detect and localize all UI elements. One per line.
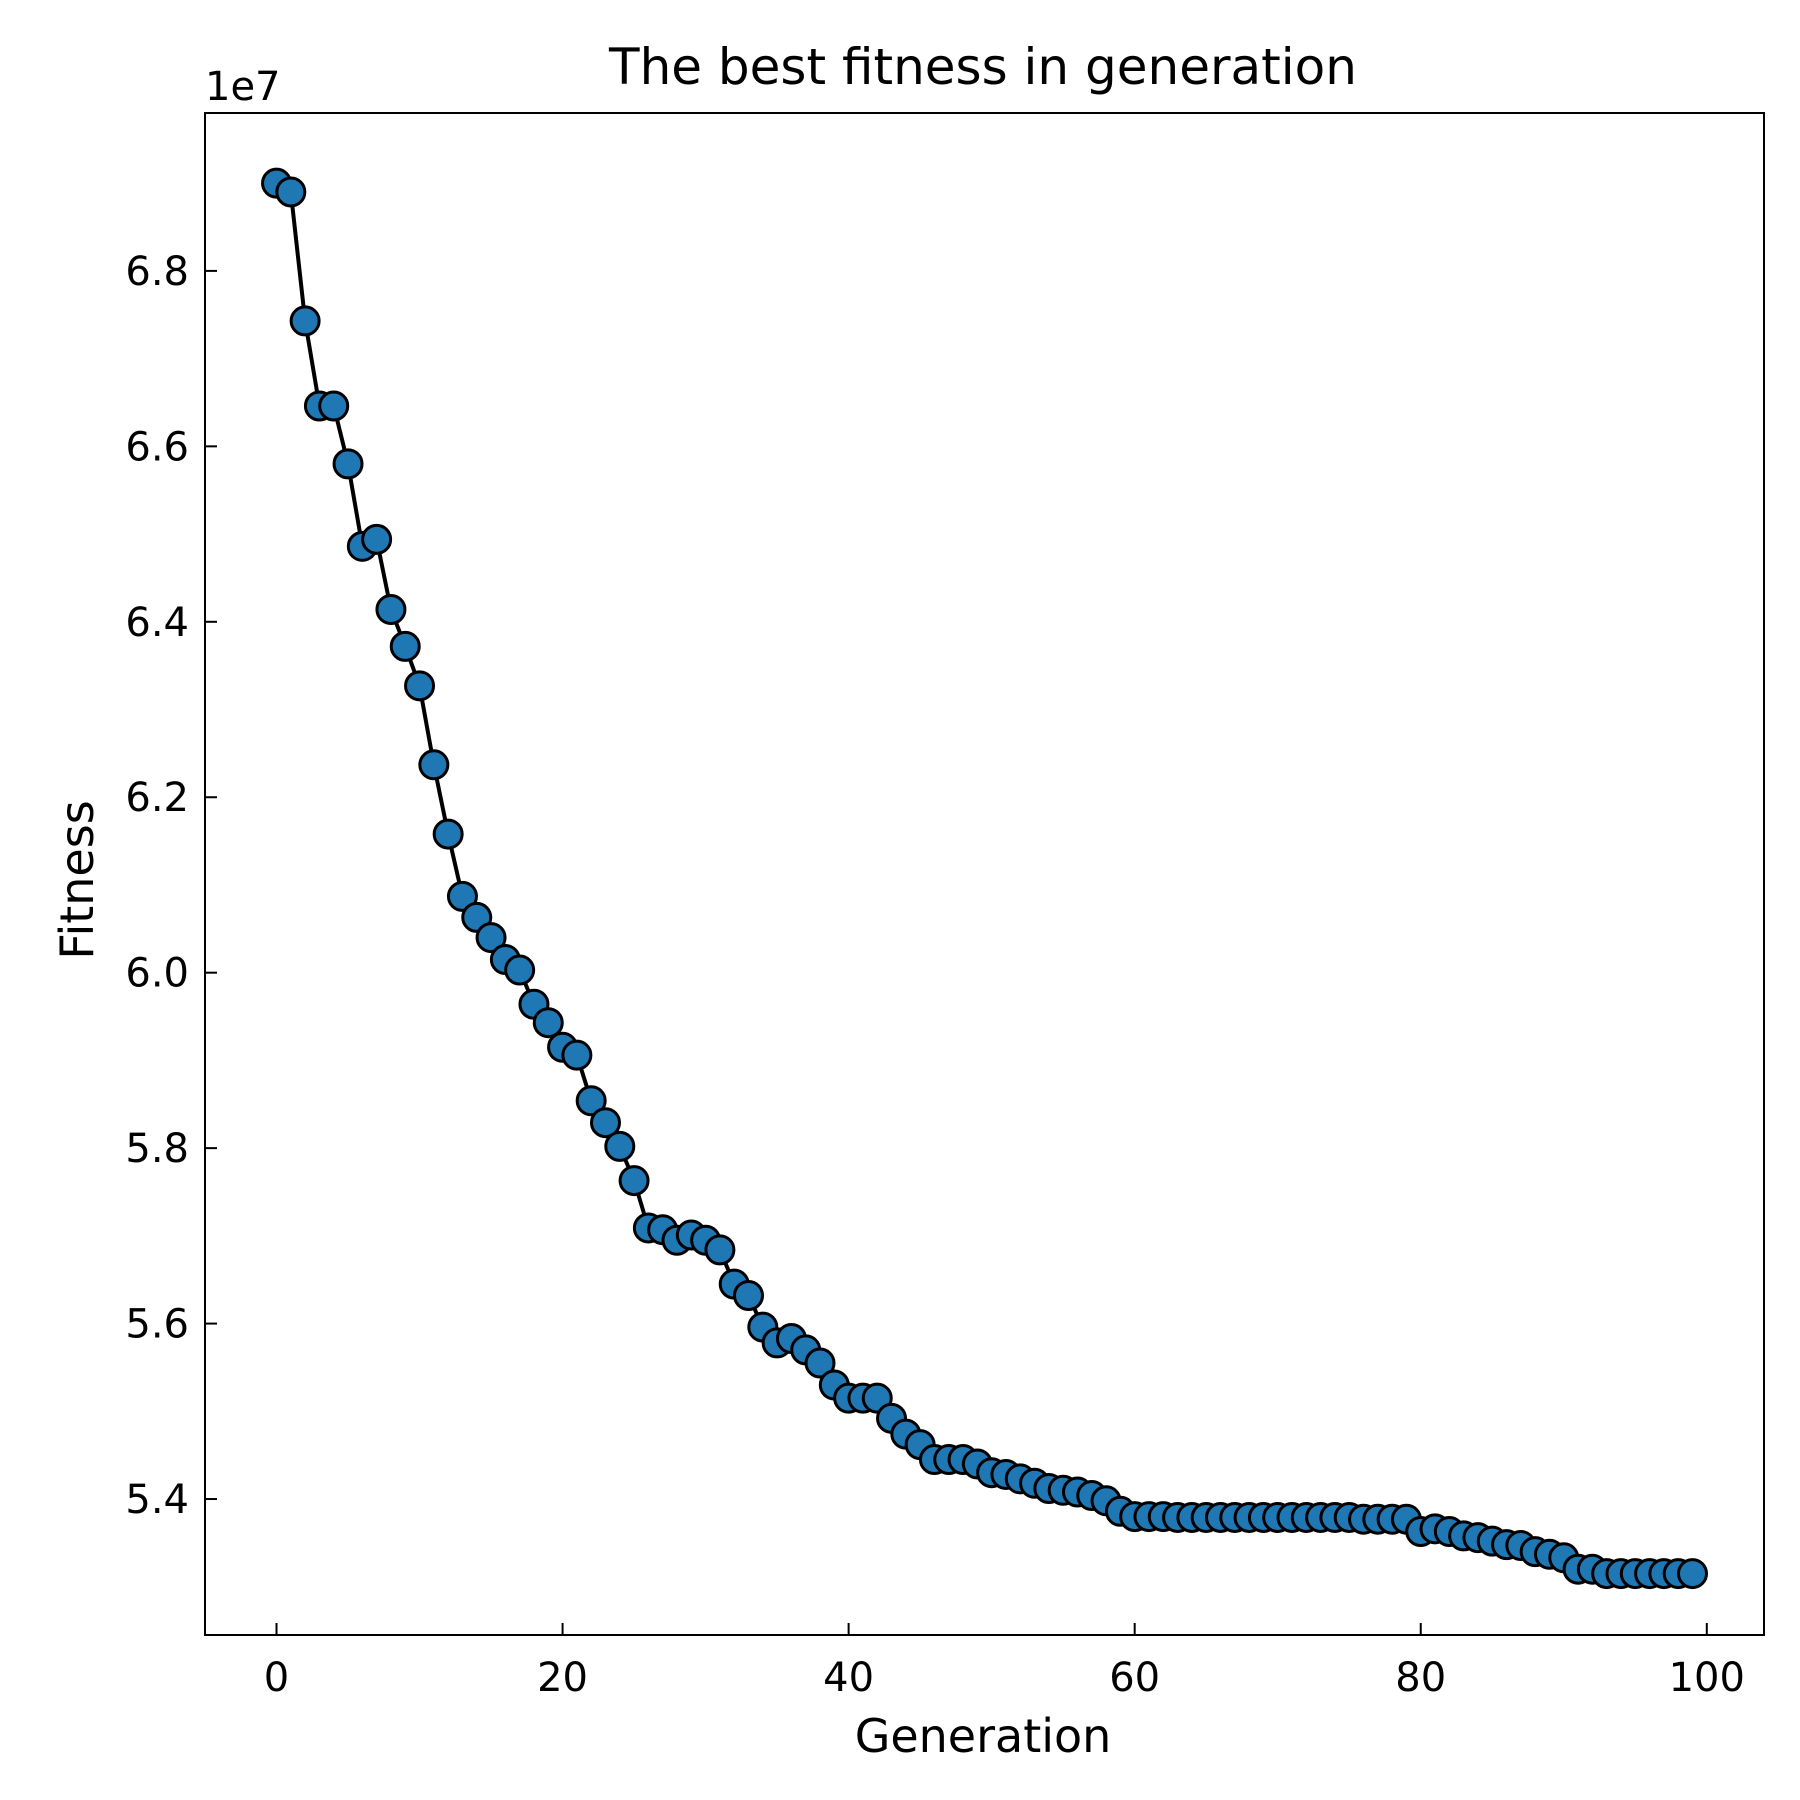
data-point xyxy=(704,1234,736,1266)
data-point xyxy=(532,1007,564,1039)
data-point xyxy=(733,1280,764,1312)
x-tick-label: 100 xyxy=(1669,1655,1745,1701)
data-point xyxy=(618,1165,650,1197)
chart-title: The best fitness in generation xyxy=(608,38,1357,96)
x-tick-label: 40 xyxy=(823,1655,874,1701)
data-point xyxy=(332,448,364,480)
y-tick-label: 5.6 xyxy=(125,1302,189,1348)
data-point xyxy=(575,1085,607,1117)
plot-area: 0 20 40 60 80 100 5.4 5.6 5.8 6.0 6.2 6.4 6.6 6.8 xyxy=(125,112,1765,1701)
data-point xyxy=(361,523,393,555)
data-point xyxy=(475,922,507,954)
x-axis-label: Generation xyxy=(855,1709,1112,1763)
data-point xyxy=(432,818,464,850)
data-point xyxy=(318,390,350,422)
data-point xyxy=(561,1039,593,1071)
y-tick-label: 6.4 xyxy=(125,600,189,646)
data-point xyxy=(1676,1558,1708,1590)
y-tick-label: 5.4 xyxy=(125,1477,189,1523)
y-tick-label: 6.6 xyxy=(125,424,189,470)
data-point xyxy=(418,749,450,781)
data-point xyxy=(604,1130,636,1162)
y-tick-label: 6.8 xyxy=(125,249,189,295)
data-point xyxy=(589,1107,621,1139)
y-offset-label: 1e7 xyxy=(205,64,281,110)
data-point xyxy=(804,1347,836,1379)
y-tick-label: 6.2 xyxy=(125,775,189,821)
data-point xyxy=(404,670,436,702)
y-tick-label: 6.0 xyxy=(125,951,189,997)
data-point xyxy=(289,305,321,337)
data-point xyxy=(389,630,421,662)
x-tick-label: 80 xyxy=(1395,1655,1446,1701)
x-tick-label: 0 xyxy=(264,1655,289,1701)
y-axis-label: Fitness xyxy=(50,800,104,959)
data-point xyxy=(504,954,536,986)
x-tick-label: 60 xyxy=(1109,1655,1160,1701)
y-tick-label: 5.8 xyxy=(125,1126,189,1172)
series-line xyxy=(275,181,1693,1576)
data-point xyxy=(446,880,478,912)
data-point xyxy=(375,594,407,626)
x-tick-label: 20 xyxy=(537,1655,588,1701)
data-point xyxy=(275,176,307,208)
plot-frame xyxy=(204,112,1765,1636)
